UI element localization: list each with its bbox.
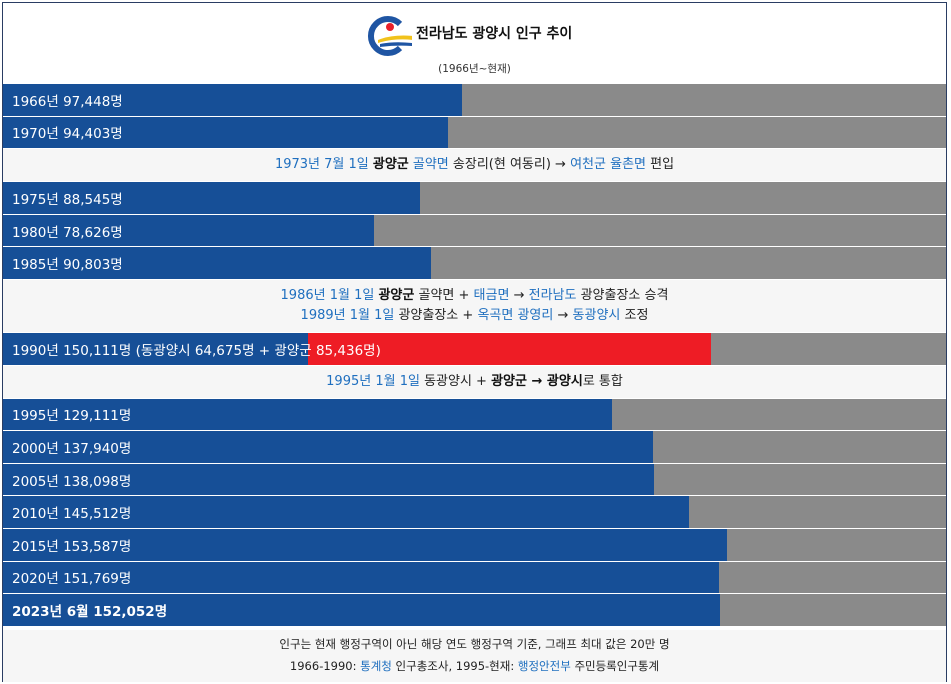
logo-wave [378, 35, 412, 43]
chart-title: 전라남도 광양시 인구 추이 [416, 26, 573, 42]
bar-label: 1970년 94,403명 [12, 126, 123, 143]
bar-row: 1975년 88,545명 [3, 182, 946, 215]
bar-fill-gwangyanggun [307, 332, 711, 365]
bar-row: 1990년 150,111명 (동광양시 64,675명 + 광양군 85,43… [3, 332, 946, 366]
note-text: 동광양시 + [424, 373, 487, 389]
footer-text: 주민등록인구통계 [574, 659, 660, 673]
bar-fill [3, 214, 374, 247]
chart-footer: 인구는 현재 행정구역이 아닌 해당 연도 행정구역 기준, 그래프 최대 값은… [3, 630, 946, 682]
bar-fill [3, 431, 654, 463]
bar-label: 2015년 153,587명 [12, 538, 132, 555]
bar-label: 1980년 78,626명 [12, 224, 123, 241]
bar-fill [3, 463, 655, 496]
note-link[interactable]: 1989년 1월 1일 [300, 307, 395, 323]
footer-link-kostat[interactable]: 통계청 [360, 659, 392, 673]
bar-label: 2005년 138,098명 [12, 473, 132, 490]
bar-fill [3, 594, 720, 626]
bar-row: 1995년 129,111명 [3, 398, 946, 432]
note-link[interactable]: 여천군 율촌면 [570, 157, 646, 173]
bar-label: 2010년 145,512명 [12, 506, 132, 523]
note-line: 1986년 1월 1일 광양군 골약면 + 태금면 → 전라남도 광양출장소 승… [3, 286, 946, 306]
bar-fill [3, 398, 612, 431]
bar-row: 1985년 90,803명 [3, 247, 946, 280]
chart-rows: 1966년 97,448명 1970년 94,403명 1973년 7월 1일 … [3, 84, 946, 627]
bar-fill [3, 182, 421, 214]
note-link[interactable]: 1973년 7월 1일 [274, 157, 369, 173]
bar-fill [3, 116, 449, 149]
note-strong: 광양군 [372, 157, 409, 173]
note-link[interactable]: 골약면 [412, 157, 449, 173]
note-link[interactable]: 태금면 [473, 287, 510, 303]
note-text: 광양출장소 + [398, 307, 474, 323]
bar-label: 1975년 88,545명 [12, 191, 123, 208]
note-text: 로 통합 [582, 373, 623, 389]
bar-label: 2020년 151,769명 [12, 571, 132, 588]
note-line: 1995년 1월 1일 동광양시 + 광양군 → 광양시로 통합 [3, 372, 946, 392]
footer-link-mois[interactable]: 행정안전부 [517, 659, 571, 673]
bar-fill [3, 496, 690, 528]
note-text: 편입 [650, 157, 675, 173]
logo-dot [386, 23, 394, 31]
bar-fill [3, 247, 432, 279]
footer-text: 인구총조사, 1995-현재: [395, 659, 515, 673]
bar-row: 2023년 6월 152,052명 [3, 594, 946, 627]
note-1995: 1995년 1월 1일 동광양시 + 광양군 → 광양시로 통합 [3, 365, 946, 399]
note-text: 송장리(현 여동리) → [452, 157, 566, 173]
chart-header: 전라남도 광양시 인구 추이 (1966년~현재) [3, 3, 946, 84]
bar-fill [3, 561, 719, 594]
note-link[interactable]: 1995년 1월 1일 [326, 373, 420, 389]
note-link[interactable]: 전라남도 [528, 287, 577, 303]
bar-fill-dongwangyang [3, 332, 308, 365]
bar-label: 1995년 129,111명 [12, 408, 132, 425]
footer-source: 1966-1990: 통계청 인구총조사, 1995-현재: 행정안전부 주민등… [3, 655, 946, 677]
bar-row: 2020년 151,769명 [3, 561, 946, 595]
bar-fill [3, 84, 463, 116]
bar-row: 2005년 138,098명 [3, 463, 946, 497]
note-line: 1989년 1월 1일 광양출장소 + 옥곡면 광영리 → 동광양시 조정 [3, 306, 946, 326]
logo-ring [367, 16, 403, 56]
logo-wave-2 [380, 42, 412, 47]
footer-text: 1966-1990: [289, 659, 357, 673]
bar-row: 2000년 137,940명 [3, 431, 946, 464]
note-strong: 광양군 → 광양시 [491, 373, 583, 389]
bar-row: 1970년 94,403명 [3, 116, 946, 150]
note-link[interactable]: 옥곡면 광영리 [477, 307, 554, 323]
bar-label: 1990년 150,111명 (동광양시 64,675명 + 광양군 85,43… [12, 342, 381, 359]
bar-fill [3, 528, 728, 561]
note-link[interactable]: 1986년 1월 1일 [280, 287, 375, 303]
bar-row: 1966년 97,448명 [3, 84, 946, 117]
bar-label: 2023년 6월 152,052명 [12, 603, 168, 620]
bar-row: 2015년 153,587명 [3, 528, 946, 562]
note-text: → [557, 307, 569, 323]
note-line: 1973년 7월 1일 광양군 골약면 송장리(현 여동리) → 여천군 율촌면… [3, 155, 946, 175]
bar-label: 1966년 97,448명 [12, 93, 123, 110]
gwangyang-logo-icon [367, 16, 412, 56]
bar-row: 2010년 145,512명 [3, 496, 946, 529]
bar-label: 2000년 137,940명 [12, 440, 132, 457]
bar-label: 1985년 90,803명 [12, 257, 123, 274]
note-1986-1989: 1986년 1월 1일 광양군 골약면 + 태금면 → 전라남도 광양출장소 승… [3, 279, 946, 333]
note-text: → [513, 287, 525, 303]
footer-note: 인구는 현재 행정구역이 아닌 해당 연도 행정구역 기준, 그래프 최대 값은… [279, 637, 670, 651]
note-link[interactable]: 동광양시 [572, 307, 621, 323]
note-strong: 광양군 [378, 287, 415, 303]
chart-subtitle: (1966년~현재) [438, 63, 511, 75]
note-1973: 1973년 7월 1일 광양군 골약면 송장리(현 여동리) → 여천군 율촌면… [3, 149, 946, 183]
note-text: 골약면 + [418, 287, 470, 303]
note-text: 광양출장소 승격 [580, 287, 669, 303]
bar-row: 1980년 78,626명 [3, 214, 946, 248]
note-text: 조정 [624, 307, 649, 323]
